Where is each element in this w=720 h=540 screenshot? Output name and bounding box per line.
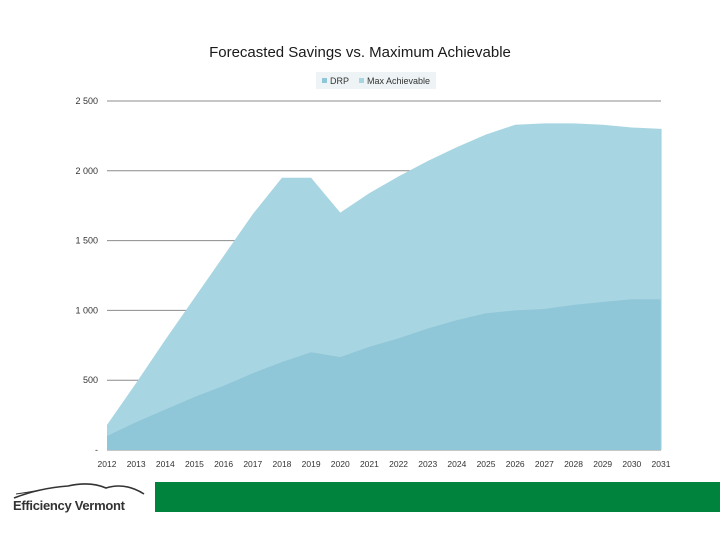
chart-title: Forecasted Savings vs. Maximum Achievabl… (209, 44, 511, 61)
x-tick-label: 2029 (593, 459, 612, 469)
area-series-drp (107, 299, 661, 450)
x-tick-label: 2021 (360, 459, 379, 469)
x-tick-label: 2028 (564, 459, 583, 469)
mountain-logo-icon (13, 483, 145, 499)
x-tick-label: 2019 (302, 459, 321, 469)
legend-item-max: Max Achievable (359, 76, 430, 86)
x-tick-label: 2024 (447, 459, 466, 469)
y-tick-label: 2 500 (75, 96, 98, 106)
legend-swatch-max (359, 78, 365, 83)
x-tick-label: 2014 (156, 459, 175, 469)
x-tick-label: 2020 (331, 459, 350, 469)
legend-label-max: Max Achievable (367, 75, 431, 86)
legend-label-drp: DRP (330, 75, 350, 86)
y-tick-label: - (95, 445, 98, 455)
x-tick-label: 2013 (127, 459, 146, 469)
x-tick-label: 2015 (185, 459, 204, 469)
x-tick-label: 2012 (98, 459, 117, 469)
x-tick-label: 2018 (272, 459, 291, 469)
y-tick-label: 2 000 (75, 166, 98, 176)
x-tick-label: 2022 (389, 459, 408, 469)
legend-swatch-drp (322, 78, 327, 83)
x-tick-label: 2025 (477, 459, 496, 469)
x-tick-label: 2026 (506, 459, 525, 469)
legend-item-drp: DRP (322, 76, 349, 86)
x-tick-label: 2016 (214, 459, 233, 469)
x-tick-label: 2017 (243, 459, 262, 469)
y-tick-label: 500 (83, 375, 98, 385)
x-tick-label: 2030 (622, 459, 641, 469)
logo-text: Efficiency Vermont (13, 498, 125, 513)
chart-legend: DRP Max Achievable (316, 72, 436, 89)
x-tick-label: 2027 (535, 459, 554, 469)
y-tick-label: 1 500 (75, 236, 98, 246)
efficiency-vermont-logo: Efficiency Vermont (10, 478, 150, 516)
area-chart: - 500 1 000 1 500 2 000 2 500 2012 2013 2014 2015… (75, 96, 671, 469)
x-tick-label: 2031 (652, 459, 671, 469)
footer-band (155, 482, 720, 512)
x-tick-label: 2023 (418, 459, 437, 469)
y-tick-label: 1 000 (75, 305, 98, 315)
